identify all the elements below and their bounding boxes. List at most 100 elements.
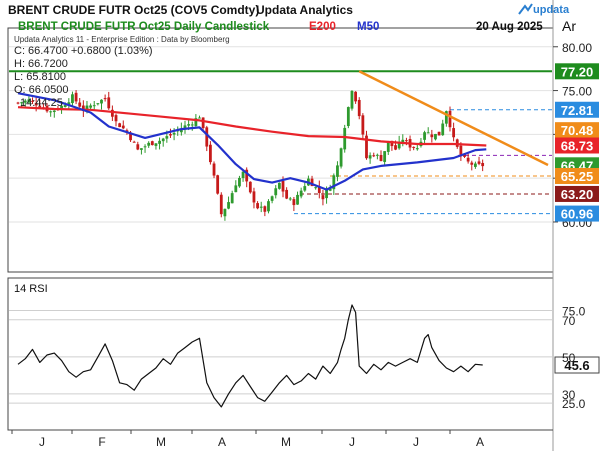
candle-body xyxy=(147,142,151,146)
candle-body xyxy=(256,203,259,209)
candle-body xyxy=(60,105,63,110)
candle-body xyxy=(187,124,191,126)
candle-body xyxy=(20,102,24,104)
month-label: A xyxy=(476,435,484,449)
updata-logo-icon xyxy=(518,3,533,15)
candle-body xyxy=(34,103,38,106)
candle-body xyxy=(252,191,256,203)
candle-body xyxy=(81,105,85,112)
price-tick-label: 80.00 xyxy=(562,41,592,55)
chart-subtitle: BRENT CRUDE FUTR Oct25 Daily Candlestick xyxy=(18,21,270,33)
candle-body xyxy=(267,201,270,212)
candle-body xyxy=(38,105,42,108)
price-tag-box xyxy=(555,185,599,202)
candle-body xyxy=(103,98,107,100)
candle-body xyxy=(328,188,332,191)
candlesticks xyxy=(16,90,485,221)
candle-body xyxy=(259,206,263,208)
rsi-tick-label: 75.0 xyxy=(562,305,586,319)
month-label: J xyxy=(349,435,355,449)
candle-body xyxy=(198,117,201,119)
price-tag-box xyxy=(555,101,599,118)
rsi-panel-frame xyxy=(7,277,554,431)
candle-body xyxy=(169,134,172,136)
rsi-last-label: 45.6 xyxy=(564,358,589,373)
candle-body xyxy=(96,103,100,105)
candle-body xyxy=(437,131,441,136)
candle-body xyxy=(92,105,96,107)
candle-body xyxy=(292,199,296,206)
candle-body xyxy=(473,163,477,167)
candle-body xyxy=(190,124,194,126)
candle-body xyxy=(470,162,474,165)
candle-body xyxy=(310,178,314,187)
candle-body xyxy=(412,146,416,148)
month-label: M xyxy=(281,435,291,449)
high-readout: H: 66.7200 xyxy=(14,58,68,70)
price-gridlines xyxy=(9,46,552,223)
price-tag-label: 60.96 xyxy=(561,207,594,222)
candle-body xyxy=(161,138,165,142)
moving-averages xyxy=(17,70,549,191)
rsi-line xyxy=(17,304,483,408)
candle-body xyxy=(238,177,241,187)
candle-body xyxy=(241,171,245,179)
price-tag-box xyxy=(555,137,599,154)
candle-body xyxy=(459,145,463,157)
candle-body xyxy=(230,193,234,204)
updata-logo-text: updata xyxy=(533,4,570,16)
candle-body xyxy=(63,105,67,108)
candle-body xyxy=(339,148,343,167)
candle-body xyxy=(194,118,198,126)
candle-body xyxy=(172,132,176,135)
price-tag-label: 70.48 xyxy=(561,123,594,138)
candle-body xyxy=(118,123,122,128)
candle-body xyxy=(136,144,140,150)
candle-body xyxy=(397,141,401,149)
candle-body xyxy=(285,189,289,199)
trendline xyxy=(358,70,549,167)
candle-body xyxy=(415,148,419,150)
price-tag-box xyxy=(555,205,599,222)
candle-body xyxy=(299,190,303,197)
axis-labels: 80.0075.0070.0065.0060.0075.070503025.0J… xyxy=(11,41,592,449)
candle-body xyxy=(223,208,227,217)
candle-body xyxy=(234,185,238,193)
month-label: F xyxy=(98,435,105,449)
candle-body xyxy=(165,136,169,139)
rsi-tick-label: 50 xyxy=(562,351,576,365)
ma50-line xyxy=(17,92,487,191)
horizontal-levels xyxy=(9,70,552,215)
candle-body xyxy=(332,175,336,190)
candle-body xyxy=(219,194,223,215)
candle-body xyxy=(74,92,78,102)
candle-body xyxy=(67,102,71,106)
candle-body xyxy=(263,206,267,212)
candle-body xyxy=(140,148,143,150)
rsi-gridlines xyxy=(9,310,552,404)
candle-body xyxy=(368,155,372,159)
candle-body xyxy=(430,134,434,138)
data-source-note: Updata Analytics 11 - Enterprise Edition… xyxy=(14,35,230,44)
candle-body xyxy=(227,202,230,209)
candle-body xyxy=(477,161,481,164)
candle-body xyxy=(205,127,209,147)
rsi-title: 14 RSI xyxy=(14,283,48,295)
candle-body xyxy=(150,141,154,146)
publisher-label: Updata Analytics xyxy=(256,3,353,17)
chart-header-title: BRENT CRUDE FUTR Oct25 (COV5 Comdty) xyxy=(8,3,259,17)
legend-m50: M50 xyxy=(357,21,379,33)
candle-body xyxy=(317,186,321,193)
candle-body xyxy=(121,125,125,129)
candle-body xyxy=(154,143,158,146)
close-readout: C: 66.4700 +0.6800 (1.03%) xyxy=(14,45,153,57)
candle-body xyxy=(158,140,161,144)
price-tag-label: 63.20 xyxy=(561,187,594,202)
month-label: A xyxy=(218,435,226,449)
candle-body xyxy=(357,99,361,117)
candle-body xyxy=(216,175,220,194)
open-readout: O: 66.0500 xyxy=(14,84,68,96)
price-tag-label: 72.81 xyxy=(561,103,594,118)
candle-body xyxy=(71,94,74,104)
